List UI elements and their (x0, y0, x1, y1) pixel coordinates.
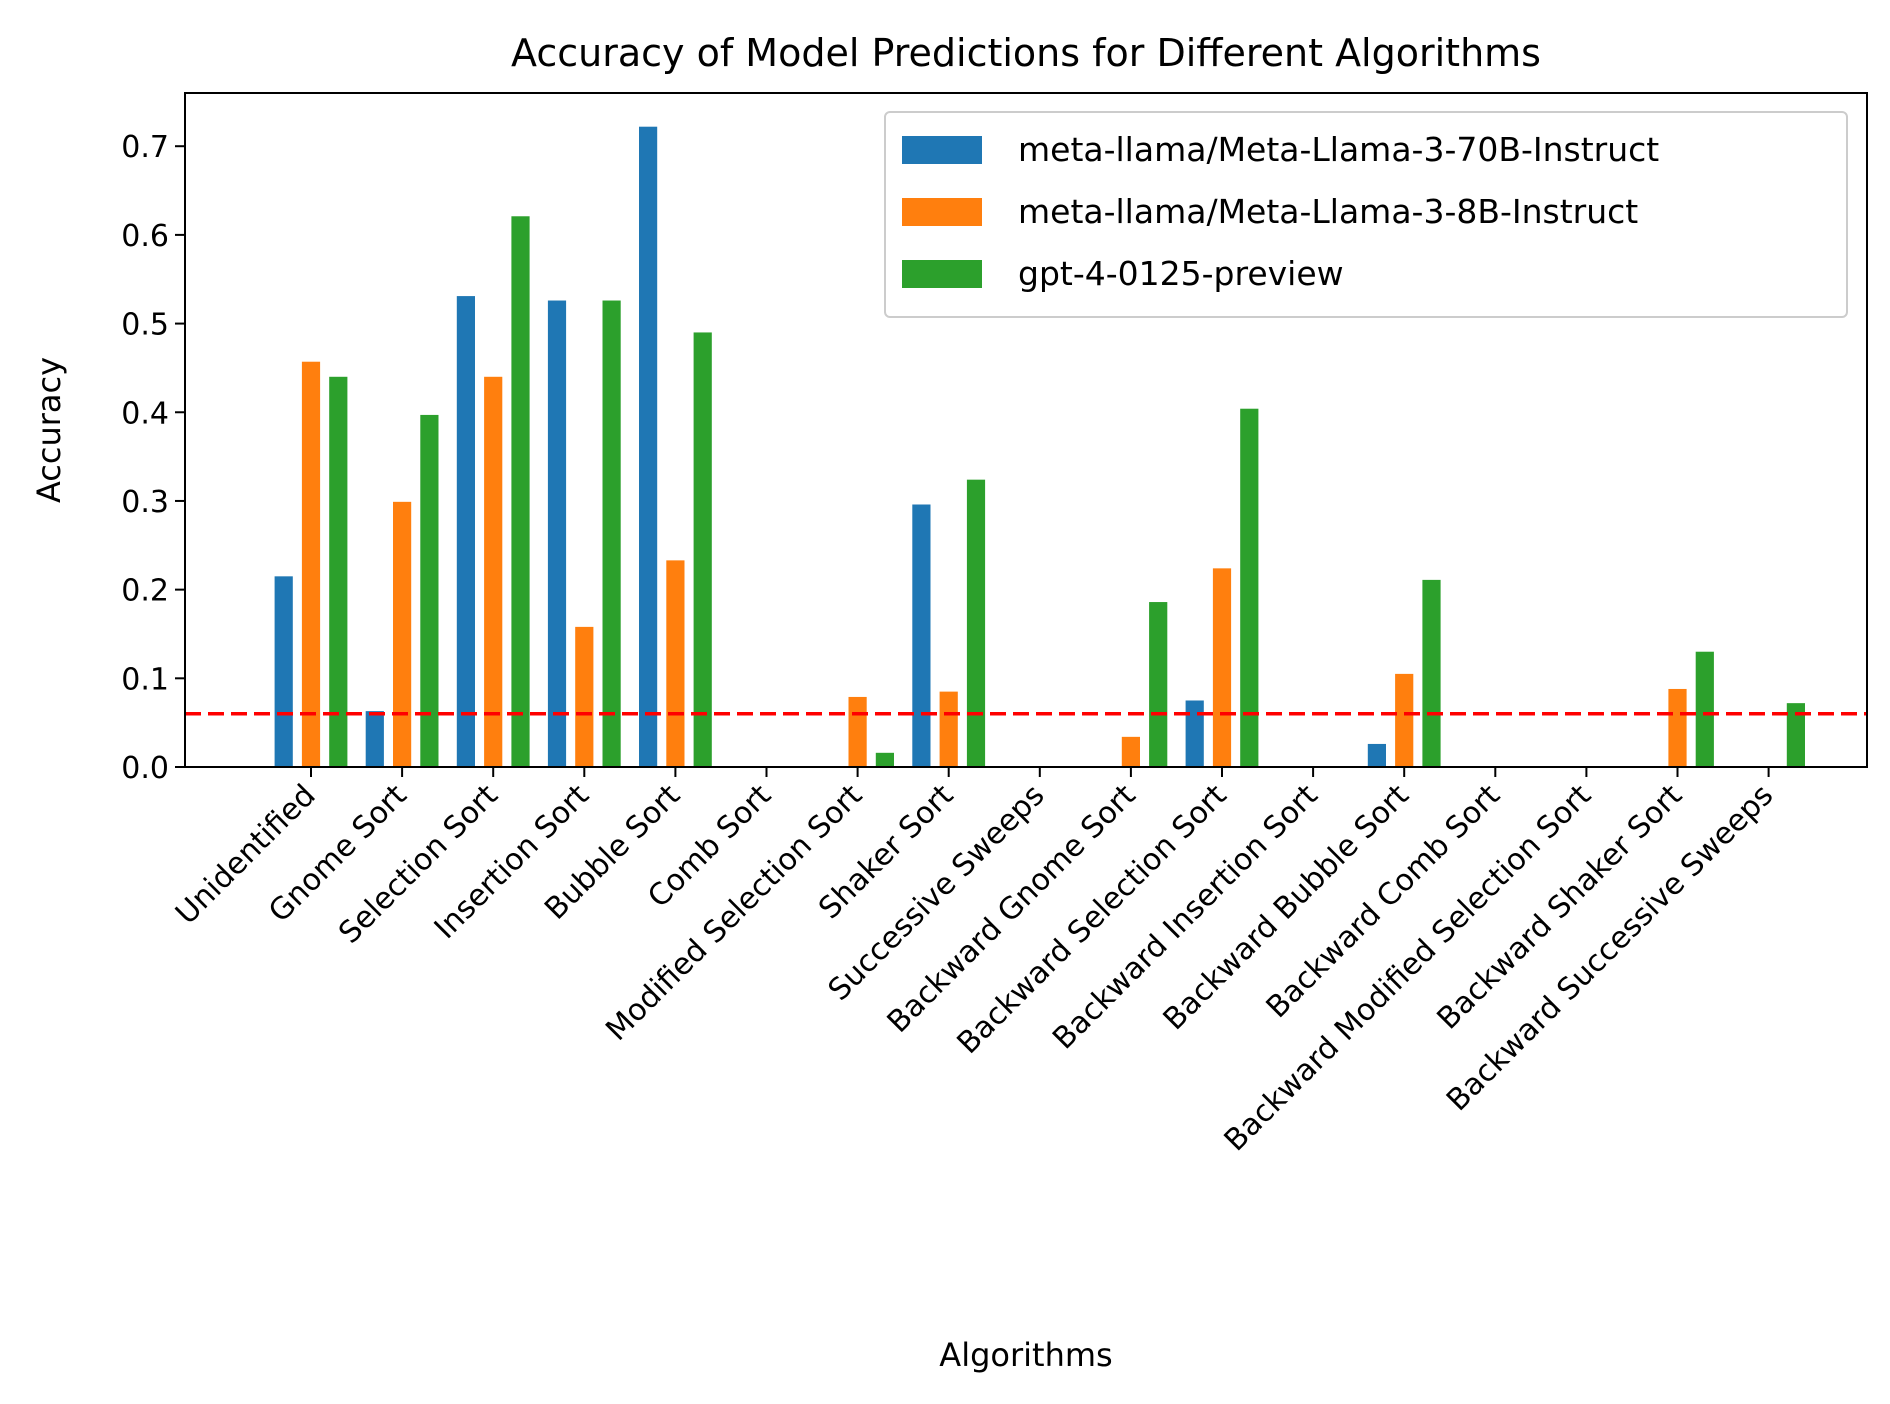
bars-layer (274, 126, 1805, 767)
y-tick-label: 0.7 (121, 130, 169, 165)
legend-swatch-3 (902, 260, 982, 288)
x-tick-label: Backward Successive Sweeps (1440, 778, 1780, 1118)
bar-series-1-1 (365, 711, 384, 767)
bar-series-1-10 (1185, 700, 1204, 767)
bar-series-2-10 (1212, 568, 1232, 767)
bar-series-3-7 (966, 479, 986, 767)
bar-series-1-0 (274, 576, 293, 767)
x-tick-label: Insertion Sort (428, 778, 596, 946)
bar-series-3-6 (875, 752, 894, 767)
bar-series-3-10 (1240, 408, 1259, 767)
y-tick-label: 0.5 (121, 308, 169, 343)
bar-series-2-9 (1121, 736, 1140, 767)
bar-series-2-7 (939, 691, 958, 767)
legend-frame (884, 111, 1848, 318)
legend: meta-llama/Meta-Llama-3-70B-Instruct met… (884, 111, 1848, 318)
y-tick-label: 0.1 (121, 662, 169, 697)
bar-series-3-15 (1695, 651, 1714, 767)
legend-label-3: gpt-4-0125-preview (1018, 254, 1344, 293)
y-axis: 0.0 0.1 0.2 0.3 0.4 0.5 0.6 0.7 (121, 130, 185, 786)
bar-series-3-3 (602, 300, 621, 767)
bar-series-2-3 (575, 626, 594, 767)
bar-series-3-2 (511, 216, 530, 767)
bar-series-2-0 (301, 361, 321, 767)
bar-series-1-7 (912, 504, 931, 767)
plot-frame (184, 92, 1868, 768)
bar-series-2-6 (848, 696, 867, 767)
legend-swatch-2 (902, 198, 982, 226)
legend-label-1: meta-llama/Meta-Llama-3-70B-Instruct (1018, 130, 1659, 169)
bar-series-1-12 (1367, 743, 1386, 767)
y-axis-label: Accuracy (30, 357, 68, 503)
bar-series-2-12 (1395, 673, 1414, 767)
y-tick-label: 0.6 (121, 219, 169, 254)
bar-series-3-9 (1149, 602, 1168, 767)
legend-swatch-1 (902, 136, 982, 164)
y-tick-label: 0.2 (121, 574, 169, 609)
bar-series-3-1 (420, 414, 439, 767)
bar-series-3-16 (1786, 703, 1805, 767)
y-tick-label: 0.0 (121, 751, 169, 786)
bar-series-1-2 (456, 296, 475, 767)
bar-series-3-0 (329, 376, 348, 767)
bar-series-3-12 (1422, 579, 1441, 767)
x-axis-label: Algorithms (939, 1336, 1112, 1374)
legend-label-2: meta-llama/Meta-Llama-3-8B-Instruct (1018, 192, 1638, 231)
x-tick-label: Selection Sort (332, 778, 505, 951)
bar-series-1-3 (547, 300, 567, 767)
bar-series-2-1 (393, 501, 412, 767)
bar-series-1-4 (639, 126, 658, 767)
bar-series-2-4 (666, 560, 685, 767)
bar-series-2-15 (1668, 688, 1687, 767)
y-tick-label: 0.4 (121, 396, 169, 431)
chart-title: Accuracy of Model Predictions for Differ… (511, 31, 1541, 75)
bar-series-3-4 (693, 332, 712, 767)
y-tick-label: 0.3 (121, 485, 169, 520)
bar-series-2-2 (484, 376, 503, 767)
